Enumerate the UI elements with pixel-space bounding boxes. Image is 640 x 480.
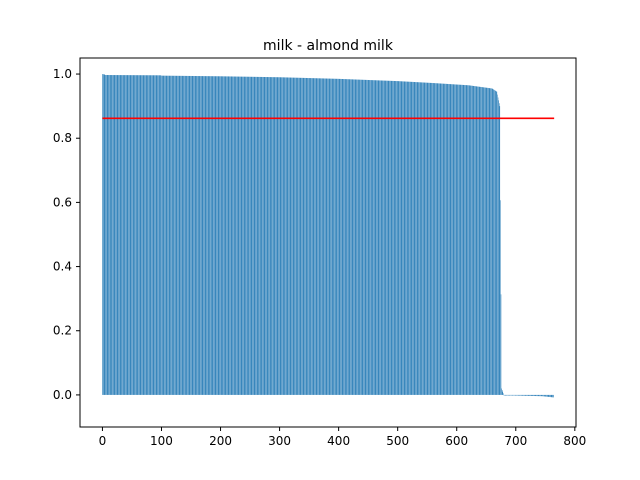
x-axis: 0 100 200 300 400 500 600 700 800 <box>99 427 586 448</box>
x-tick-label: 0 <box>99 434 107 448</box>
x-tick-label: 400 <box>327 434 350 448</box>
y-tick-label: 0.6 <box>53 195 72 209</box>
bars-group <box>102 74 554 398</box>
y-tick-label: 0.8 <box>53 131 72 145</box>
x-tick-label: 100 <box>150 434 173 448</box>
x-tick-label: 200 <box>209 434 232 448</box>
x-tick-label: 300 <box>268 434 291 448</box>
y-tick-label: 0.2 <box>53 324 72 338</box>
y-tick-label: 1.0 <box>53 67 72 81</box>
y-tick-label: 0.4 <box>53 260 72 274</box>
x-tick-label: 600 <box>445 434 468 448</box>
x-tick-label: 700 <box>504 434 527 448</box>
plot-frame <box>79 57 577 428</box>
x-tick-label: 800 <box>563 434 586 448</box>
x-tick-label: 500 <box>386 434 409 448</box>
y-axis: 0.0 0.2 0.4 0.6 0.8 1.0 <box>53 67 80 402</box>
y-tick-label: 0.0 <box>53 388 72 402</box>
chart-title: milk - almond milk <box>263 38 394 54</box>
